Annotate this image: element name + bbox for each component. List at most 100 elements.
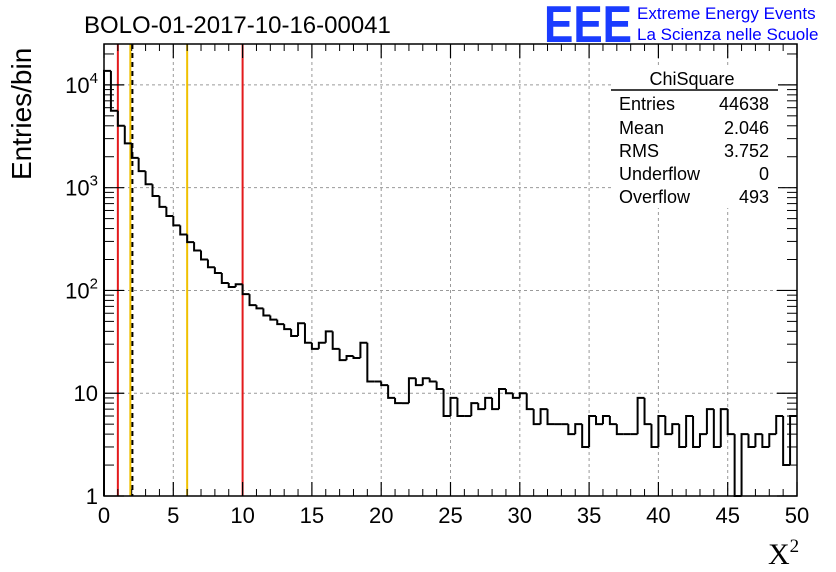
histogram-bin — [359, 341, 368, 359]
histogram-bin — [109, 70, 118, 112]
histogram-bin — [484, 396, 493, 410]
x-tick-label: 45 — [715, 503, 739, 528]
histogram-bin — [671, 423, 680, 435]
histogram-bin — [137, 157, 146, 173]
histogram-bin — [193, 242, 202, 252]
eee-logo: EEE Extreme Energy Events La Scienza nel… — [544, 0, 818, 54]
x-tick-label: 50 — [785, 503, 809, 528]
histogram-bin — [435, 381, 444, 390]
y-tick-label: 10 — [74, 381, 98, 406]
x-axis-title-base: X — [768, 538, 790, 571]
histogram-bin — [581, 424, 590, 448]
histogram-bin — [255, 305, 264, 310]
histogram-bin — [498, 387, 506, 410]
histogram-bin — [615, 424, 624, 436]
histogram-bin — [747, 434, 756, 448]
stats-entries-value: 44638 — [719, 94, 769, 114]
histogram-bin — [567, 424, 576, 436]
stats-underflow-value: 0 — [759, 164, 769, 184]
x-axis-title: X2 — [768, 536, 799, 571]
histogram-bin — [165, 206, 174, 218]
histogram-bin — [782, 416, 791, 467]
histogram-bin — [608, 416, 617, 426]
histogram-bin — [220, 272, 229, 285]
histogram-bin — [407, 377, 416, 404]
histogram-bin — [650, 424, 659, 448]
histogram-bin — [144, 171, 153, 186]
histogram-bin — [414, 378, 423, 387]
histogram-bin — [546, 409, 555, 426]
histogram-bin — [733, 434, 742, 497]
histogram-bin — [532, 409, 541, 426]
histogram-bin — [283, 324, 292, 331]
histogram-bin — [130, 143, 139, 159]
y-tick-label-exponent: 2 — [90, 275, 98, 292]
y-tick-label: 104 — [65, 70, 98, 98]
histogram-bin — [290, 329, 299, 338]
histogram-bin — [324, 330, 333, 343]
stats-box: ChiSquare Entries 44638 Mean 2.046 RMS 3… — [611, 66, 778, 208]
stats-rms-label: RMS — [619, 141, 659, 161]
histogram-bin — [789, 415, 797, 466]
histogram-bin — [518, 392, 527, 398]
x-tick-label: 40 — [646, 503, 670, 528]
histogram-bin — [158, 195, 167, 208]
histogram-bin — [310, 342, 319, 350]
histogram-bin — [387, 385, 396, 399]
stats-entries-label: Entries — [619, 94, 675, 114]
histogram-bin — [331, 331, 340, 350]
x-tick-label: 10 — [230, 503, 254, 528]
histogram-bin — [380, 381, 389, 387]
histogram-bin — [636, 396, 645, 435]
histogram-bin — [740, 433, 749, 496]
stats-overflow-label: Overflow — [619, 187, 691, 207]
stats-title: ChiSquare — [649, 69, 734, 89]
histogram-bin — [317, 341, 326, 349]
histogram-bin — [595, 416, 603, 426]
histogram-bin — [366, 342, 375, 383]
histogram-bin — [213, 267, 222, 274]
stats-overflow-value: 493 — [739, 187, 769, 207]
histogram-bin — [712, 409, 721, 448]
histogram-bin — [761, 434, 770, 448]
histogram-bin — [588, 415, 597, 447]
histogram-bin — [234, 283, 243, 288]
histogram-bin — [151, 184, 160, 197]
x-tick-label: 15 — [300, 503, 324, 528]
histogram-bin — [303, 323, 312, 344]
histogram-bin — [345, 355, 354, 361]
histogram-bin — [421, 377, 430, 386]
y-tick-label-base: 10 — [65, 278, 89, 303]
histogram-bin — [123, 125, 132, 145]
histogram-bin — [241, 284, 250, 296]
brand-line-2: La Scienza nelle Scuole — [637, 25, 818, 44]
x-tick-label: 20 — [369, 503, 393, 528]
histogram-bin — [685, 415, 694, 447]
y-tick-label: 102 — [65, 275, 98, 303]
histogram-bin — [726, 409, 735, 436]
histogram-bin — [491, 397, 500, 411]
x-axis-title-superscript: 2 — [790, 536, 800, 557]
x-tick-label: 0 — [98, 503, 110, 528]
stats-underflow-label: Underflow — [619, 164, 701, 184]
x-ticks: 0 5 10 15 20 25 30 35 40 45 50 — [98, 44, 809, 528]
y-tick-label-base: 10 — [65, 176, 89, 201]
histogram-bin — [269, 315, 278, 321]
y-tick-label-exponent: 3 — [90, 173, 98, 190]
histogram-bin — [394, 397, 402, 405]
y-tick-label: 1 — [86, 484, 98, 509]
histogram-bin — [643, 397, 652, 426]
stats-mean-value: 2.046 — [724, 118, 769, 138]
histogram-bin — [504, 388, 513, 395]
histogram-bin — [470, 402, 479, 417]
logo-mark: EEE — [544, 0, 632, 54]
histogram-bin — [477, 403, 486, 411]
histogram-bin — [539, 408, 548, 425]
y-tick-label-base: 10 — [65, 73, 89, 98]
histogram-bin — [276, 319, 285, 326]
x-tick-label: 5 — [167, 503, 179, 528]
stats-mean-label: Mean — [619, 118, 664, 138]
histogram-bin — [442, 388, 451, 418]
